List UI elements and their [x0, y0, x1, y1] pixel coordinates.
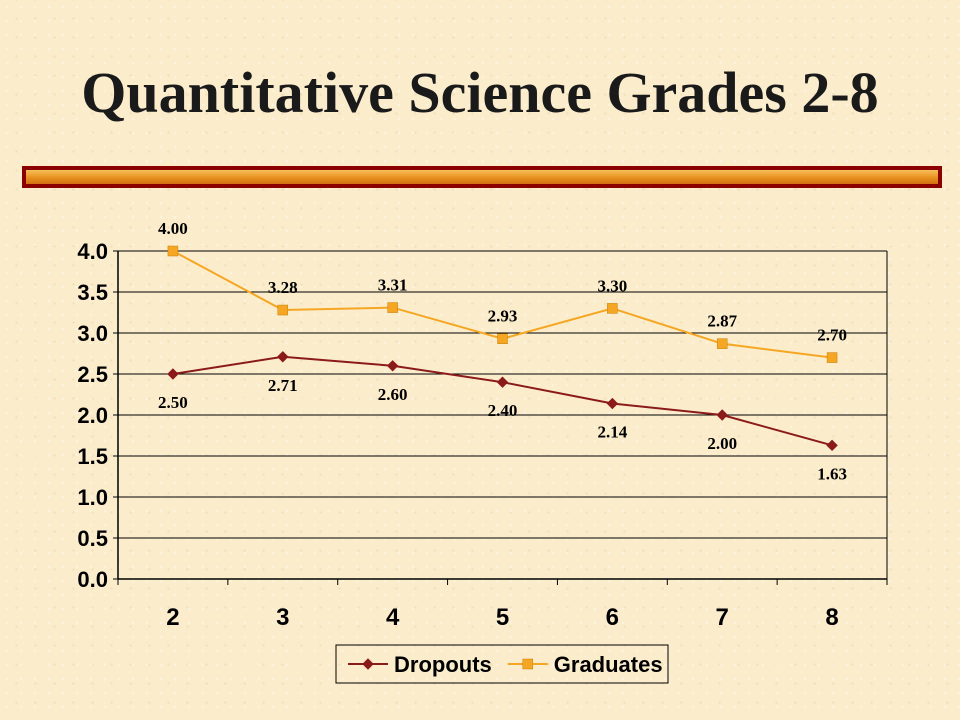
- y-tick-label: 0.5: [77, 526, 108, 551]
- y-tick-label: 2.0: [77, 403, 108, 428]
- data-label-graduates: 2.70: [817, 326, 847, 345]
- y-tick-label: 0.0: [77, 567, 108, 592]
- data-label-dropouts: 2.40: [488, 401, 518, 420]
- x-tick-label: 6: [606, 604, 619, 631]
- chart-gridlines: [118, 250, 887, 539]
- chart-series-markers: [167, 245, 838, 452]
- y-axis-tick-labels: 0.0 0.5 1.0 1.5 2.0 2.5 3.0 3.5 4.0: [77, 239, 108, 592]
- data-label-graduates: 4.00: [158, 219, 188, 238]
- data-label-graduates: 2.87: [707, 312, 737, 331]
- y-tick-label: 3.0: [77, 321, 108, 346]
- data-label-graduates: 2.93: [488, 307, 518, 326]
- y-tick-label: 3.5: [77, 280, 108, 305]
- legend-label-dropouts: Dropouts: [394, 652, 492, 677]
- x-tick-label: 3: [276, 604, 289, 631]
- data-point-graduates: [167, 245, 179, 257]
- data-label-graduates: 3.28: [268, 278, 298, 297]
- data-point-dropouts: [277, 351, 289, 363]
- data-label-dropouts: 2.50: [158, 393, 188, 412]
- legend-box: [335, 644, 669, 684]
- x-tick-label: 4: [386, 604, 400, 631]
- data-point-dropouts: [826, 439, 838, 452]
- y-tick-label: 1.5: [77, 444, 108, 469]
- data-point-dropouts: [606, 397, 619, 410]
- y-tick-label: 4.0: [77, 239, 108, 264]
- data-point-graduates: [277, 304, 289, 316]
- x-tick-label: 2: [166, 604, 179, 631]
- data-label-graduates: 3.31: [378, 276, 408, 295]
- data-point-graduates: [716, 338, 728, 349]
- data-point-graduates: [607, 303, 618, 314]
- data-label-dropouts: 2.71: [268, 376, 298, 395]
- chart-legend: Dropouts Graduates: [335, 644, 669, 684]
- chart-axes: [113, 250, 888, 585]
- data-label-dropouts: 2.60: [378, 385, 408, 404]
- x-tick-label: 8: [825, 604, 838, 631]
- data-point-dropouts: [167, 368, 179, 380]
- chart-data-labels: 2.50 2.71 2.60 2.40 2.14 2.00 1.63 4.00 3.28 3.31…: [158, 219, 847, 483]
- data-label-dropouts: 2.14: [597, 423, 627, 442]
- y-tick-label: 2.5: [77, 362, 108, 387]
- legend-swatch-marker: [362, 658, 374, 670]
- data-label-dropouts: 1.63: [817, 464, 847, 483]
- data-point-dropouts: [496, 376, 509, 388]
- slide-title: Quantitative Science Grades 2-8: [81, 60, 879, 125]
- data-point-graduates: [387, 302, 398, 313]
- title-divider-bar: [22, 166, 942, 188]
- legend-label-graduates: Graduates: [554, 652, 663, 677]
- x-axis-tick-labels: 2 3 4 5 6 7 8: [166, 604, 839, 631]
- x-tick-label: 7: [716, 604, 729, 631]
- data-point-dropouts: [716, 409, 728, 421]
- data-point-graduates: [497, 333, 508, 344]
- data-label-graduates: 3.30: [597, 276, 627, 295]
- data-label-dropouts: 2.00: [707, 434, 737, 453]
- data-point-dropouts: [386, 360, 399, 372]
- legend-swatch-marker: [522, 658, 534, 670]
- data-point-graduates: [826, 352, 838, 363]
- y-tick-label: 1.0: [77, 485, 108, 510]
- x-tick-label: 5: [496, 604, 509, 631]
